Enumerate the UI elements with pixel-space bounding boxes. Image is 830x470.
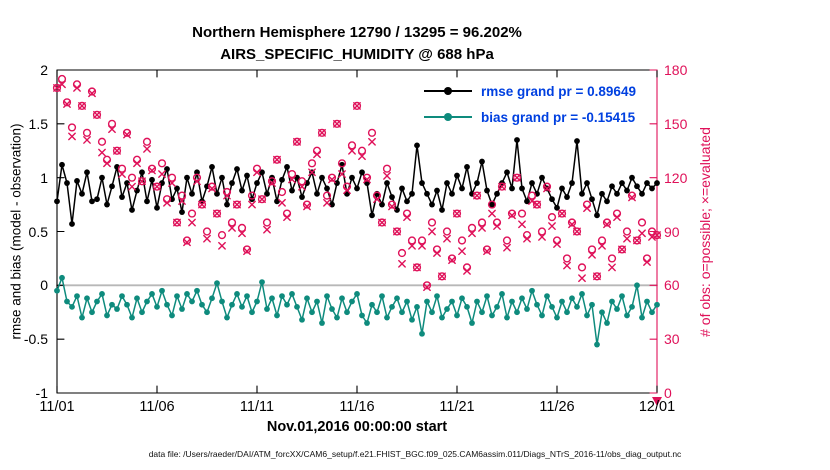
y-tick-label-right: 90 — [664, 223, 680, 240]
x-tick-label: 11/26 — [539, 399, 575, 415]
legend-row-bias: bias grand pr = -0.15415 — [424, 104, 636, 130]
bias-line-marker-icon — [424, 111, 472, 123]
plot-title-line1: Northern Hemisphere 12790 / 13295 = 96.2… — [192, 24, 522, 41]
y-tick-label-left: 0.5 — [28, 223, 48, 240]
y-tick-label-right: 30 — [664, 331, 680, 348]
legend-label-bias: bias grand pr = -0.15415 — [481, 109, 636, 125]
y-tick-label-left: 2 — [40, 62, 48, 78]
x-tick-label: 11/01 — [39, 399, 75, 415]
x-tick-label: 11/16 — [339, 399, 375, 415]
y-tick-label-right: 150 — [664, 115, 688, 132]
y-tick-label-left: 1.5 — [28, 115, 48, 132]
y-tick-label-right: 120 — [664, 169, 688, 186]
y-tick-label-right: 60 — [664, 277, 680, 294]
y-tick-label-left: -1 — [35, 385, 48, 401]
plot-title-line2: AIRS_SPECIFIC_HUMIDITY @ 688 hPa — [220, 46, 494, 63]
y-tick-label-left: -0.5 — [23, 331, 48, 348]
legend-row-rmse: rmse grand pr = 0.89649 — [424, 78, 636, 104]
x-tick-label: 11/06 — [139, 399, 175, 415]
legend-label-rmse: rmse grand pr = 0.89649 — [481, 83, 636, 99]
legend: rmse grand pr = 0.89649 bias grand pr = … — [424, 78, 636, 130]
rmse-line-marker-icon — [424, 85, 472, 97]
x-axis-label: Nov.01,2016 00:00:00 start — [266, 419, 448, 435]
y-tick-label-left: 1 — [40, 169, 48, 186]
x-tick-label: 11/11 — [239, 399, 275, 415]
data-file-caption: data file: /Users/raeder/DAI/ATM_forcXX/… — [148, 449, 682, 459]
x-tick-label: 11/21 — [439, 399, 475, 415]
x-tick-label: 12/01 — [638, 399, 676, 415]
y-tick-label-right: 180 — [664, 62, 688, 78]
y-tick-label-left: 0 — [40, 277, 48, 294]
y-tick-label-right: 0 — [664, 385, 672, 401]
